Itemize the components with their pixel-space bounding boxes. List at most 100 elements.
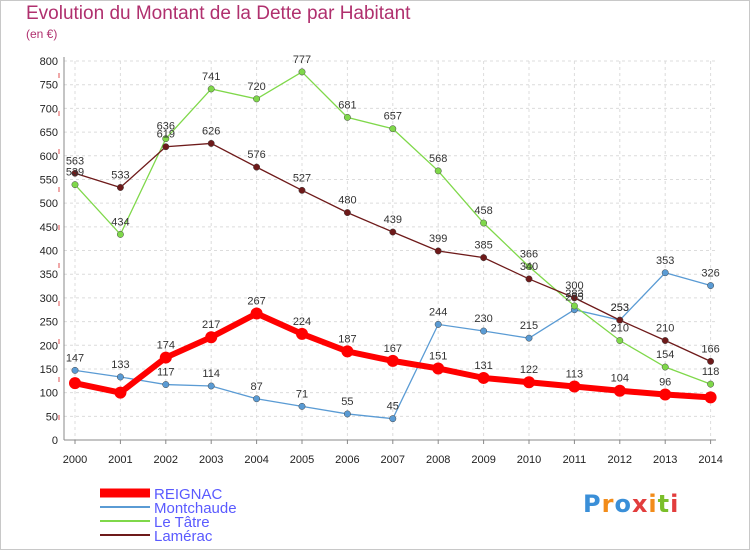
y-tick-label: 800	[40, 56, 58, 68]
data-point	[71, 181, 79, 189]
data-label: 174	[157, 340, 175, 352]
data-point	[341, 345, 354, 358]
x-tick-label: 2002	[154, 454, 178, 466]
data-label: 71	[296, 388, 308, 400]
x-tick-label: 2003	[199, 454, 223, 466]
data-point	[432, 362, 445, 375]
logo-letter: r	[601, 490, 615, 518]
data-point	[616, 337, 624, 344]
data-label: 151	[429, 350, 447, 362]
data-point	[253, 163, 261, 171]
data-label: 117	[157, 367, 175, 379]
y-tick-label: 150	[40, 364, 58, 376]
y-tick-label: 550	[40, 174, 58, 186]
data-point	[523, 376, 535, 389]
data-point	[659, 388, 672, 401]
logo-letter: x	[631, 490, 649, 518]
data-label: 215	[520, 320, 538, 332]
data-point	[568, 380, 581, 393]
data-label: 253	[611, 302, 629, 314]
data-point	[477, 371, 490, 384]
data-label: 353	[656, 255, 674, 267]
data-point	[253, 395, 261, 403]
legend-label: Lamérac	[154, 528, 213, 545]
x-tick-label: 2011	[563, 454, 587, 466]
data-label: 720	[247, 81, 265, 93]
data-label: 366	[520, 249, 538, 261]
data-label: 326	[701, 268, 719, 280]
data-point	[207, 139, 215, 147]
logo-letter: i	[670, 490, 680, 518]
data-point	[434, 320, 442, 328]
data-label: 122	[520, 364, 538, 376]
data-label: 539	[66, 167, 84, 179]
data-point	[525, 263, 533, 271]
data-point	[207, 382, 215, 390]
y-tick-label: 250	[40, 317, 58, 329]
data-point	[389, 125, 397, 133]
data-label: 741	[202, 71, 220, 83]
data-point	[613, 384, 626, 397]
data-label: 300	[565, 280, 583, 292]
data-label: 439	[384, 214, 402, 226]
data-label: 458	[474, 205, 492, 217]
logo-letter: t	[657, 490, 671, 518]
data-label: 399	[429, 233, 447, 245]
data-label: 131	[474, 360, 492, 372]
data-label: 87	[250, 381, 262, 393]
data-point	[389, 228, 397, 236]
data-label: 563	[66, 155, 84, 167]
data-point	[389, 415, 397, 423]
x-tick-label: 2013	[653, 454, 677, 466]
data-label: 777	[293, 54, 311, 66]
y-tick-label: 450	[40, 222, 58, 234]
x-tick-label: 2008	[426, 454, 450, 466]
legend-label: Montchaude	[154, 500, 237, 517]
unit-label: (en €)	[26, 27, 58, 41]
data-point	[298, 402, 306, 410]
data-point	[162, 143, 170, 151]
data-point	[116, 184, 124, 191]
x-tick-label: 2005	[290, 454, 314, 466]
y-tick-label: 750	[40, 80, 58, 92]
data-label: 681	[338, 99, 356, 111]
y-tick-label: 300	[40, 293, 58, 305]
data-label: 210	[656, 323, 674, 335]
data-point	[69, 377, 81, 390]
data-label: 434	[111, 216, 129, 228]
data-point	[159, 351, 172, 364]
data-point	[707, 380, 715, 388]
y-tick-label: 0	[52, 435, 58, 447]
data-label: 154	[656, 349, 674, 361]
data-point	[616, 316, 624, 324]
data-point	[480, 254, 488, 262]
data-label: 167	[384, 343, 402, 355]
logo-letter: P	[583, 490, 602, 518]
x-tick-label: 2004	[244, 454, 268, 466]
data-point	[434, 247, 442, 255]
data-label: 533	[111, 169, 129, 181]
data-label: 244	[429, 306, 447, 318]
data-label: 187	[338, 333, 356, 345]
data-label: 113	[566, 368, 584, 380]
data-labels: 174 217 267 224 187 167 151 131 122 113 104 96 147 13…	[66, 54, 720, 413]
data-label: 118	[702, 366, 720, 378]
data-point	[296, 327, 308, 340]
data-point	[162, 381, 170, 389]
y-tick-label: 500	[40, 198, 58, 210]
data-point	[525, 334, 533, 342]
data-point	[162, 135, 170, 143]
series-lines	[69, 68, 717, 423]
y-tick-label: 200	[40, 340, 58, 352]
data-label: 267	[247, 296, 265, 308]
data-label: 626	[202, 125, 220, 137]
data-label: 636	[157, 121, 175, 133]
data-label: 385	[474, 240, 492, 252]
data-label: 253	[611, 302, 629, 314]
data-label: 210	[611, 323, 629, 335]
x-tick-label: 2000	[63, 454, 87, 466]
data-point	[570, 302, 578, 310]
data-label: 619	[157, 129, 175, 141]
data-point	[480, 327, 488, 335]
data-label: 224	[293, 316, 311, 328]
